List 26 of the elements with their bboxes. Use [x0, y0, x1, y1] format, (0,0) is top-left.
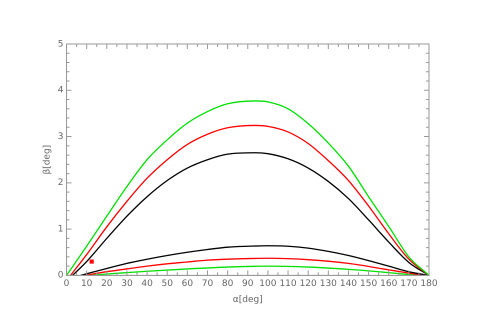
x-tick-label: 170 — [400, 279, 418, 290]
x-tick-label: 80 — [222, 279, 234, 290]
y-tick-label: 4 — [58, 86, 64, 96]
x-tick-label: 130 — [320, 279, 338, 290]
x-tick-label: 60 — [182, 279, 194, 290]
x-tick-label: 70 — [202, 279, 214, 290]
x-tick-label: 120 — [300, 279, 318, 290]
x-tick-label: 40 — [141, 279, 154, 290]
x-tick-label: 140 — [340, 279, 358, 290]
x-tick-label: 100 — [259, 279, 277, 290]
x-tick-label: 110 — [279, 279, 297, 290]
y-tick-label: 2 — [58, 178, 64, 188]
x-tick-label: 50 — [161, 279, 174, 290]
x-tick-label: 90 — [242, 279, 254, 290]
x-tick-label: 30 — [121, 279, 133, 290]
y-tick-label: 5 — [58, 39, 64, 50]
y-axis-title: β[deg] — [42, 144, 53, 175]
x-tick-label: 10 — [80, 279, 93, 290]
x-tick-label: 150 — [360, 279, 378, 290]
y-tick-label: 0 — [58, 270, 64, 281]
x-tick-label: 160 — [380, 279, 398, 290]
y-tick-label: 3 — [58, 132, 64, 142]
x-tick-label: 180 — [420, 279, 438, 290]
x-axis-title: α[deg] — [232, 294, 263, 305]
y-tick-label: 1 — [58, 224, 64, 234]
x-tick-label: 20 — [101, 279, 113, 290]
